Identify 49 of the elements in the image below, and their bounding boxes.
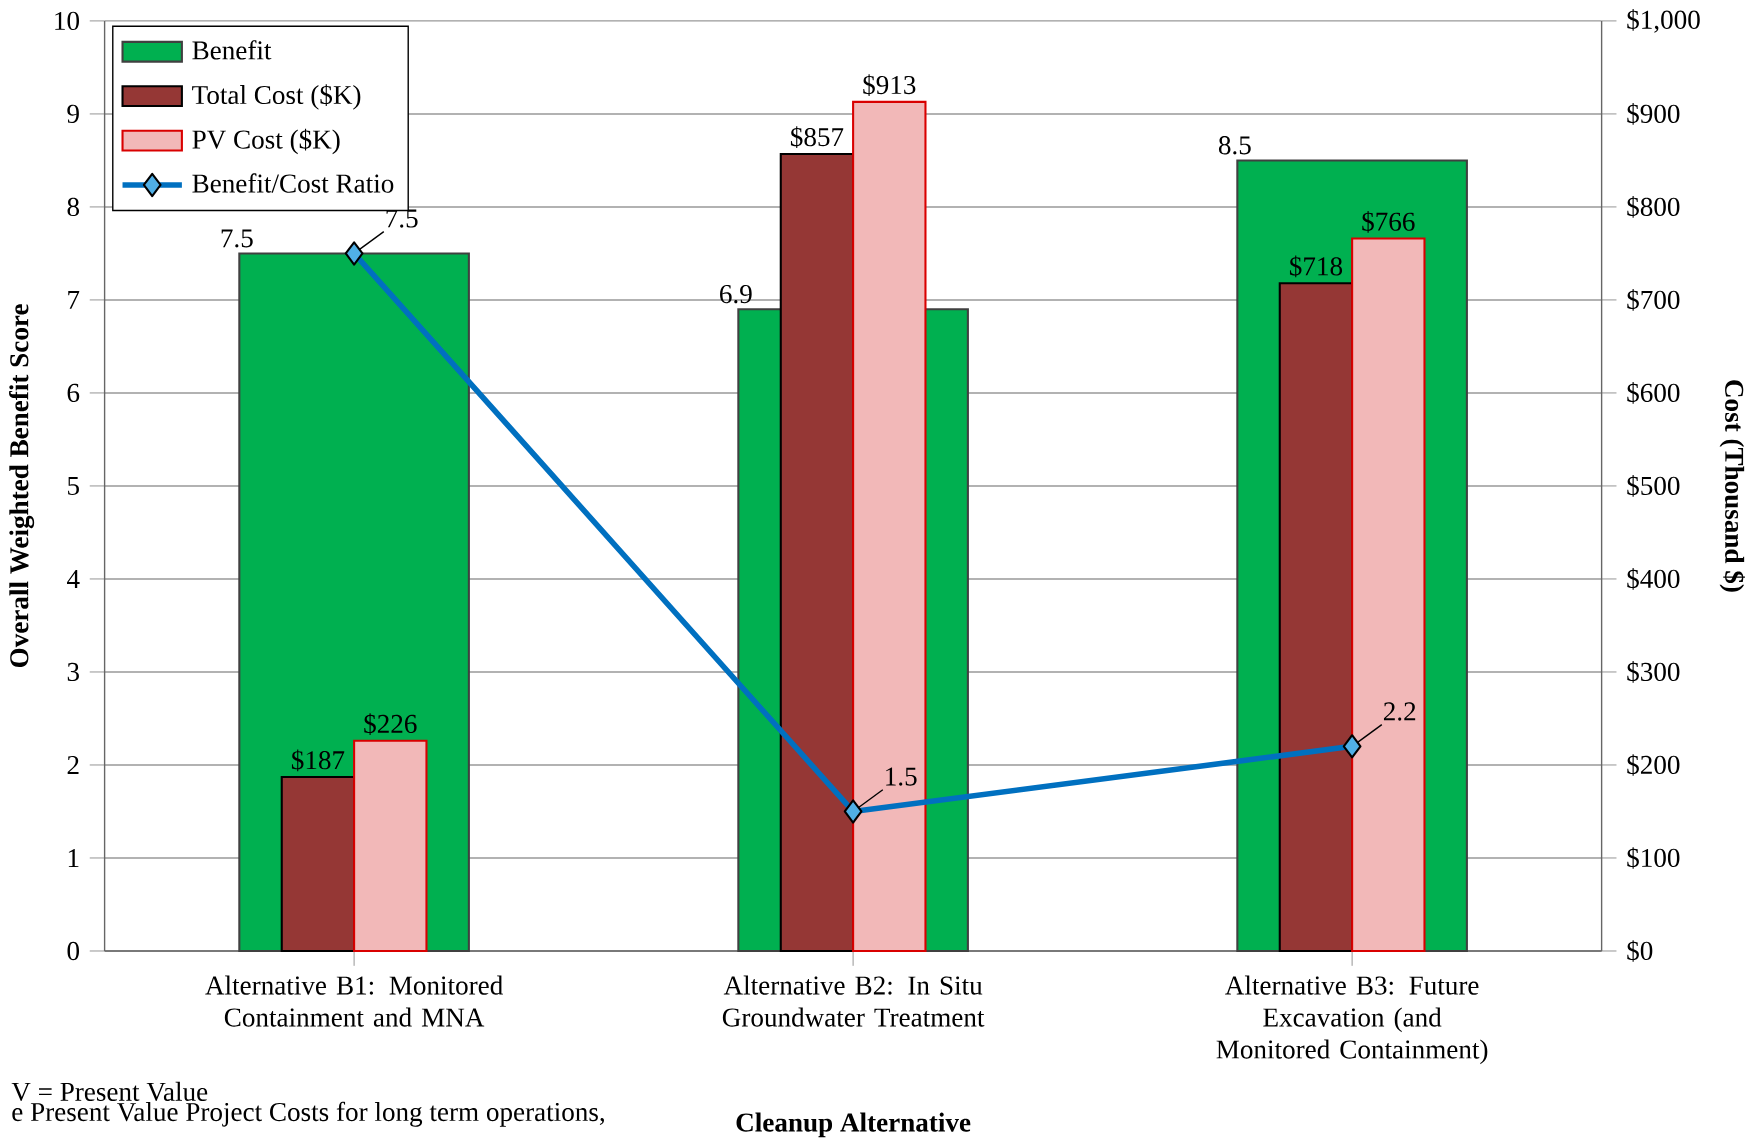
data-label: 6.9 [720,284,752,304]
y2-tick-label: $700 [1627,288,1680,311]
y2-tick-label: $400 [1627,568,1680,590]
data-label: 2.2 [1383,702,1416,721]
y-tick-label: 7 [68,290,80,309]
text: V = Present Value [11,1081,208,1102]
bar [353,739,428,952]
y-tick-label: 9 [67,104,79,123]
data-label: $766 [1362,210,1415,233]
x-tick-label: Alternative B1: Monitored Containment and MNA [205,975,503,1027]
bar [280,775,356,952]
y-tick-label: 5 [68,476,79,495]
bar [852,100,927,952]
legend-label: PV Cost ($K) [192,128,340,155]
data-label: $857 [790,126,844,148]
y2-tick-label: $300 [1627,661,1680,683]
legend-label: Total Cost ($K) [192,84,361,110]
legend-label: Benefit/Cost Ratio [192,173,394,193]
y-tick-label: 0 [67,941,80,961]
x-tick-label: Alternative B3: Future Excavation (and Monitored Containment) [1216,975,1488,1065]
y2-tick-label: $800 [1627,195,1680,218]
data-label: $913 [863,74,916,96]
y2-tick-label: $1,000 [1627,8,1700,33]
y-tick-label: 6 [67,383,80,402]
y2-tick-label: $100 [1627,847,1680,869]
data-label: $226 [364,713,417,735]
y2-axis-title: Cost (Thousand $) [1719,380,1745,592]
y-tick-label: 4 [67,569,80,588]
y-tick-label: 2 [67,755,79,774]
data-label: $718 [1289,255,1343,278]
y-tick-label: 8 [67,197,80,216]
x-axis-title: Cleanup Alternative [736,1112,971,1138]
data-label: 1.5 [886,767,917,786]
y2-tick-label: $200 [1627,754,1680,776]
legend-label: Benefit [192,40,272,60]
y2-tick-label: $600 [1627,381,1680,404]
text: e Present Value Project Costs for long term operations, [12,1101,604,1127]
data-label: 7.5 [221,229,253,248]
x-tick-label: Alternative B2: In Situ Groundwater Treatment [722,975,985,1027]
y2-tick-label: $0 [1627,940,1653,962]
y2-tick-label: $900 [1627,102,1680,125]
y-tick-label: 1 [68,848,79,867]
y-tick-label: 10 [55,11,79,30]
data-label: 8.5 [1218,135,1251,155]
y-axis-title: Overall Weighted Benefit Score [9,304,35,667]
bar [1351,237,1426,952]
data-label: $187 [291,749,345,772]
y2-tick-label: $500 [1627,475,1680,497]
y-tick-label: 3 [67,662,79,681]
